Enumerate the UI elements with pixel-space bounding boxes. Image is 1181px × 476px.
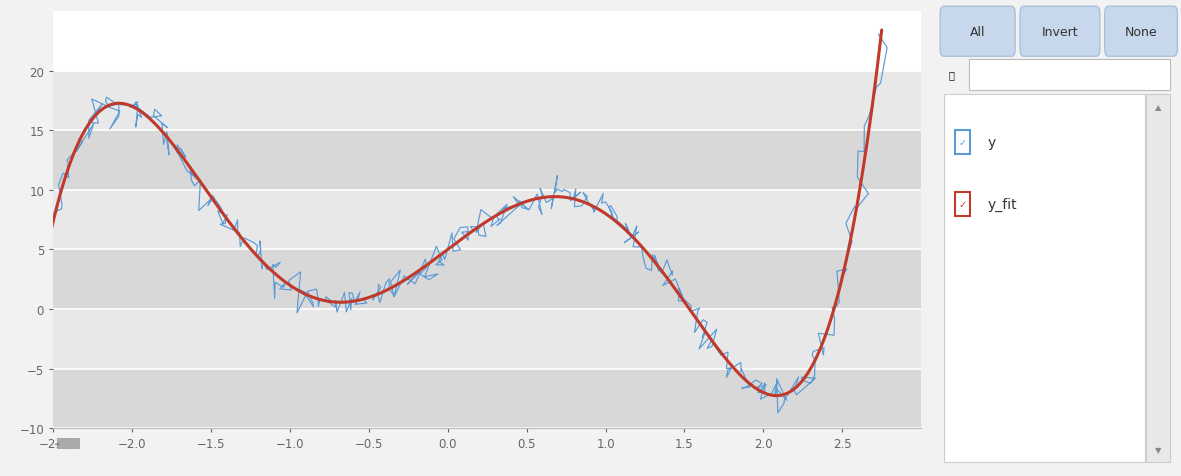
Bar xyxy=(53,369,921,428)
Text: y: y xyxy=(987,136,996,149)
Bar xyxy=(58,438,79,447)
Bar xyxy=(1146,95,1170,462)
FancyBboxPatch shape xyxy=(954,192,971,217)
Text: ✓: ✓ xyxy=(959,199,966,209)
Text: All: All xyxy=(970,26,985,39)
Bar xyxy=(53,190,921,250)
Bar xyxy=(53,250,921,309)
Bar xyxy=(53,309,921,369)
Text: Invert: Invert xyxy=(1042,26,1078,39)
FancyBboxPatch shape xyxy=(940,7,1016,57)
Bar xyxy=(53,71,921,131)
FancyBboxPatch shape xyxy=(954,130,971,155)
Text: y_fit: y_fit xyxy=(987,198,1017,211)
Bar xyxy=(944,95,1144,462)
Text: 🔍: 🔍 xyxy=(948,70,954,79)
FancyBboxPatch shape xyxy=(1020,7,1100,57)
Text: ✓: ✓ xyxy=(959,138,966,148)
FancyBboxPatch shape xyxy=(1104,7,1177,57)
Bar xyxy=(53,131,921,190)
FancyBboxPatch shape xyxy=(970,60,1170,90)
Text: ◄: ◄ xyxy=(54,440,59,446)
Text: ▲: ▲ xyxy=(1155,103,1161,111)
Text: ▼: ▼ xyxy=(1155,446,1161,454)
Text: None: None xyxy=(1124,26,1157,39)
